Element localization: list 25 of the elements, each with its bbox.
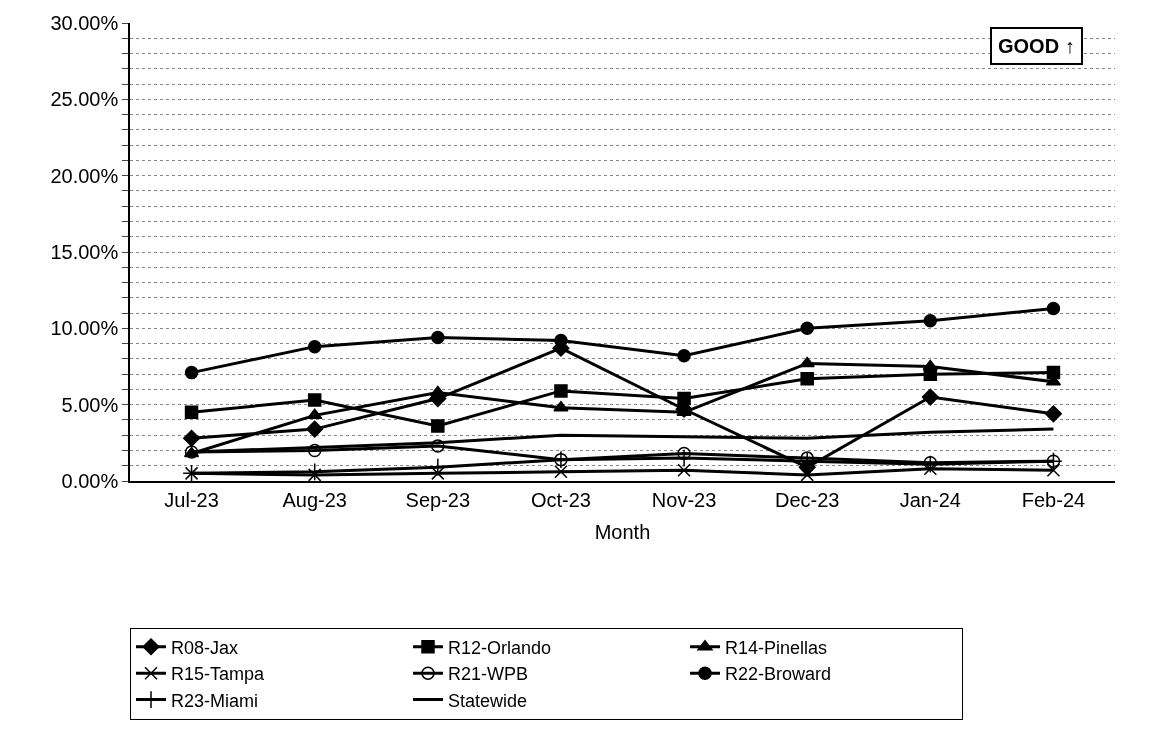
x-tick-label: Dec-23 [774, 488, 840, 511]
legend-label: R15-Tampa [171, 664, 266, 685]
x-tick-label: Oct-23 [530, 488, 591, 511]
legend-label: R23-Miami [171, 690, 259, 711]
x-tick-label: Feb-24 [1021, 488, 1086, 511]
y-tick-label: 0.00% [61, 470, 119, 492]
y-tick-label: 15.00% [50, 241, 119, 263]
legend-label: R21-WPB [448, 664, 529, 685]
legend-label: R22-Broward [725, 664, 832, 685]
legend-label: R14-Pinellas [725, 637, 828, 658]
y-tick-label: 20.00% [50, 164, 119, 187]
y-tick-label: 10.00% [50, 317, 119, 340]
y-tick-label: 5.00% [61, 393, 119, 416]
legend-label: R12-Orlando [448, 637, 552, 658]
x-tick-label: Aug-23 [282, 488, 347, 511]
y-tick-label: 30.00% [50, 12, 119, 34]
annotation: GOOD ↑ [998, 35, 1075, 57]
x-tick-label: Sep-23 [405, 488, 471, 511]
x-axis-title: Month [594, 520, 651, 543]
legend-label: R08-Jax [171, 637, 239, 658]
x-tick-label: Jul-23 [164, 488, 219, 511]
x-tick-label: Jan-24 [899, 488, 961, 511]
x-tick-label: Nov-23 [651, 488, 717, 511]
legend-label: Statewide [448, 690, 528, 711]
y-tick-label: 25.00% [50, 88, 119, 111]
